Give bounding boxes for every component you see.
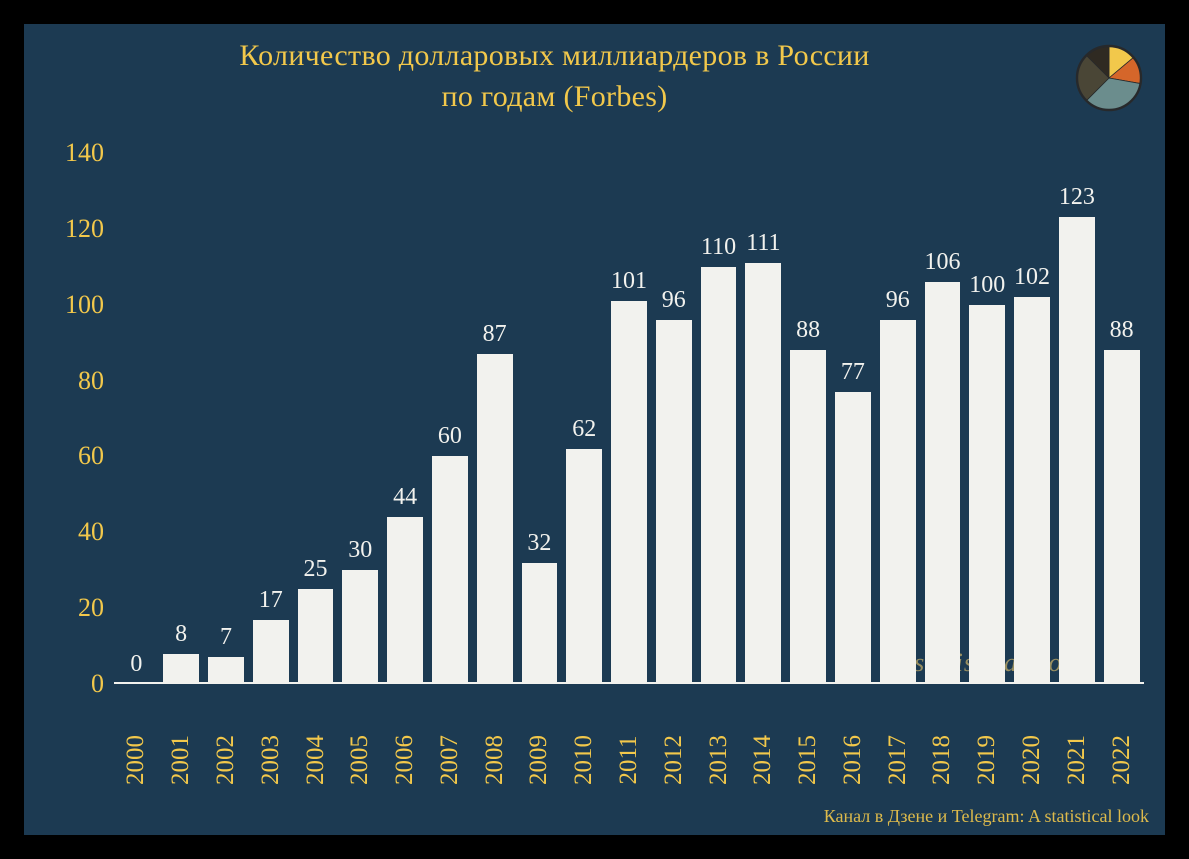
title-line-1: Количество долларовых миллиардеров в Рос…: [239, 39, 869, 72]
bar: [925, 282, 961, 684]
bar: [745, 263, 781, 684]
pie-logo-icon: [1069, 38, 1149, 118]
bar-value-label: 111: [746, 230, 780, 257]
bar: [1104, 350, 1140, 684]
x-tick-label: 2020: [1018, 735, 1046, 785]
footer-note: Канал в Дзене и Telegram: A statistical …: [824, 806, 1149, 827]
x-tick-label: 2006: [391, 735, 419, 785]
x-tick-label: 2007: [436, 735, 464, 785]
y-tick-label: 60: [34, 441, 104, 471]
bar: [835, 392, 871, 684]
bar: [1014, 297, 1050, 684]
x-tick-label: 2014: [749, 735, 777, 785]
x-tick-label: 2001: [167, 735, 195, 785]
x-tick-label: 2019: [973, 735, 1001, 785]
y-tick-label: 140: [34, 138, 104, 168]
bar-value-label: 32: [527, 530, 551, 557]
x-tick-label: 2010: [570, 735, 598, 785]
bar-value-label: 88: [796, 317, 820, 344]
y-tick-label: 40: [34, 517, 104, 547]
x-tick-label: 2002: [212, 735, 240, 785]
y-tick-label: 0: [34, 669, 104, 699]
bar: [656, 320, 692, 684]
bar: [432, 456, 468, 684]
bar-value-label: 17: [259, 587, 283, 614]
bar-value-label: 62: [572, 416, 596, 443]
bar: [298, 589, 334, 684]
x-tick-label: 2004: [302, 735, 330, 785]
bar-value-label: 87: [483, 321, 507, 348]
bar: [208, 657, 244, 684]
bar: [253, 620, 289, 684]
bar-value-label: 60: [438, 423, 462, 450]
x-tick-label: 2000: [122, 735, 150, 785]
bar: [387, 517, 423, 684]
x-tick-label: 2009: [525, 735, 553, 785]
outer-frame: Количество долларовых миллиардеров в Рос…: [12, 12, 1177, 847]
x-tick-label: 2016: [839, 735, 867, 785]
bar-value-label: 101: [611, 268, 647, 295]
bar-value-label: 110: [701, 234, 736, 261]
bar-value-label: 30: [348, 537, 372, 564]
chart-title: Количество долларовых миллиардеров в Рос…: [24, 36, 1085, 117]
bar: [701, 267, 737, 684]
bar-value-label: 96: [662, 287, 686, 314]
bar-value-label: 25: [304, 556, 328, 583]
bar: [1059, 217, 1095, 684]
x-tick-label: 2005: [346, 735, 374, 785]
bar: [163, 654, 199, 684]
x-tick-label: 2017: [884, 735, 912, 785]
bar-value-label: 8: [175, 621, 187, 648]
bar-value-label: 77: [841, 359, 865, 386]
y-tick-label: 20: [34, 593, 104, 623]
y-tick-label: 100: [34, 290, 104, 320]
bar-value-label: 7: [220, 624, 232, 651]
x-tick-label: 2021: [1063, 735, 1091, 785]
y-tick-label: 80: [34, 366, 104, 396]
title-line-2: по годам (Forbes): [441, 80, 667, 113]
bar: [790, 350, 826, 684]
bar: [118, 682, 154, 684]
bar: [611, 301, 647, 684]
y-tick-label: 120: [34, 214, 104, 244]
bar: [880, 320, 916, 684]
bar-value-label: 0: [130, 651, 142, 678]
bar: [522, 563, 558, 684]
bar-value-label: 123: [1059, 184, 1095, 211]
x-tick-label: 2013: [705, 735, 733, 785]
bar-value-label: 44: [393, 484, 417, 511]
x-tick-label: 2012: [660, 735, 688, 785]
x-tick-label: 2003: [257, 735, 285, 785]
x-tick-label: 2022: [1108, 735, 1136, 785]
bar: [566, 449, 602, 684]
x-tick-label: 2018: [928, 735, 956, 785]
bar-value-label: 106: [924, 249, 960, 276]
bar: [477, 354, 513, 684]
x-tick-label: 2015: [794, 735, 822, 785]
bar-value-label: 88: [1110, 317, 1134, 344]
chart-panel: Количество долларовых миллиардеров в Рос…: [24, 24, 1165, 835]
bar-plot-area: @statistical_look 0204060801001201400200…: [114, 134, 1144, 684]
bar-value-label: 96: [886, 287, 910, 314]
bar: [342, 570, 378, 684]
x-tick-label: 2008: [481, 735, 509, 785]
bar: [969, 305, 1005, 684]
bar-value-label: 100: [969, 272, 1005, 299]
x-tick-label: 2011: [615, 735, 643, 784]
bar-value-label: 102: [1014, 264, 1050, 291]
